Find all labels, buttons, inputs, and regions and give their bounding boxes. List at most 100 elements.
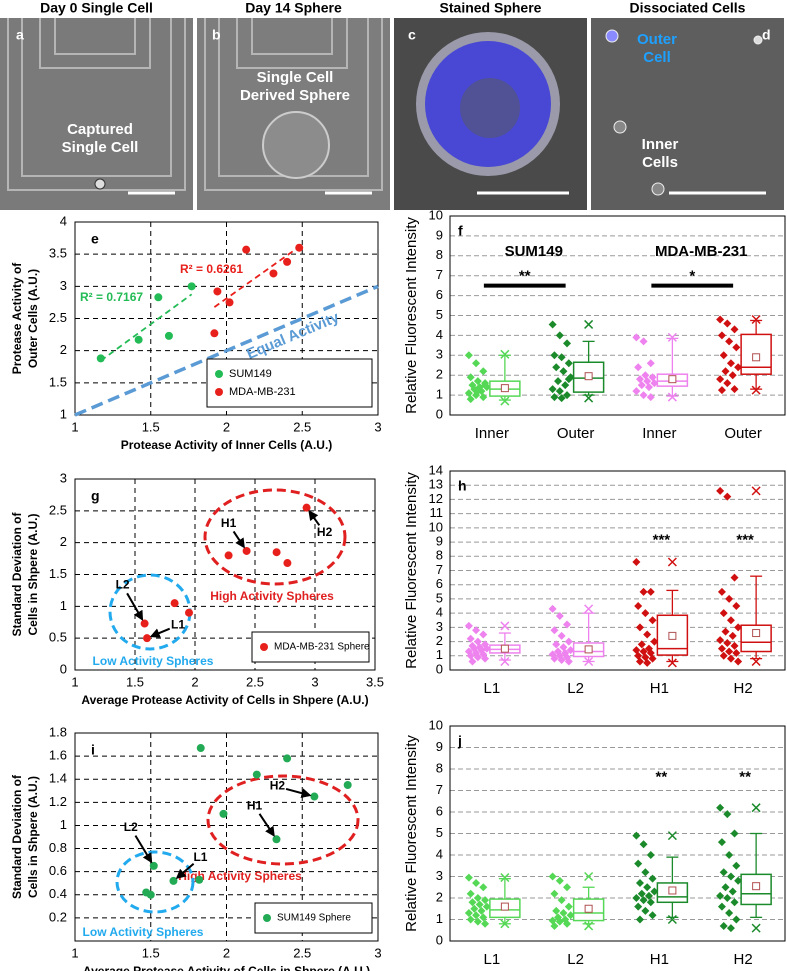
data-point bbox=[143, 634, 151, 643]
x-tick-label: Inner bbox=[642, 425, 676, 442]
outlier bbox=[500, 349, 510, 359]
x-tick-label: 2 bbox=[223, 419, 230, 434]
significance-label: *** bbox=[736, 532, 754, 549]
data-point bbox=[564, 359, 573, 368]
mean-marker bbox=[752, 353, 761, 362]
r-squared-label: R² = 0.6261 bbox=[180, 262, 243, 276]
data-point bbox=[550, 626, 559, 635]
y-tick-label: 1.5 bbox=[49, 566, 67, 581]
data-point bbox=[641, 371, 650, 380]
data-point bbox=[295, 243, 304, 252]
y-tick-label: 7 bbox=[436, 267, 443, 282]
data-point bbox=[641, 868, 650, 877]
label-arrow bbox=[285, 787, 312, 798]
data-point bbox=[719, 868, 728, 877]
y-tick-label: 8 bbox=[436, 548, 443, 563]
x-tick-label: Outer bbox=[724, 425, 762, 442]
data-point bbox=[561, 381, 570, 390]
data-point bbox=[96, 354, 105, 363]
data-point bbox=[716, 803, 725, 812]
data-point bbox=[134, 335, 143, 344]
mean-marker bbox=[752, 882, 761, 891]
data-point bbox=[482, 902, 491, 911]
data-point bbox=[552, 363, 561, 372]
panel-letter: f bbox=[458, 223, 463, 239]
data-point bbox=[648, 373, 657, 382]
outlier bbox=[667, 658, 677, 668]
data-point bbox=[555, 387, 564, 396]
x-axis-label: Protease Activity of Inner Cells (A.U.) bbox=[121, 438, 333, 452]
data-point bbox=[648, 911, 657, 920]
data-point bbox=[185, 608, 193, 617]
data-point bbox=[466, 634, 475, 643]
outlier bbox=[584, 393, 594, 403]
data-point bbox=[639, 896, 648, 905]
legend-marker bbox=[263, 914, 271, 922]
data-point bbox=[564, 375, 573, 384]
label-arrow bbox=[126, 592, 144, 621]
cell bbox=[613, 120, 627, 134]
data-point bbox=[473, 387, 482, 396]
data-point bbox=[563, 883, 572, 892]
data-point bbox=[637, 889, 646, 898]
y-tick-label: 0 bbox=[436, 932, 443, 947]
data-point bbox=[343, 781, 352, 789]
data-point bbox=[154, 293, 163, 302]
data-point bbox=[644, 891, 653, 900]
y-tick-label: 9 bbox=[436, 739, 443, 754]
data-point bbox=[716, 315, 725, 324]
point-label: L2 bbox=[124, 820, 138, 834]
data-point bbox=[635, 375, 644, 384]
legend-marker bbox=[215, 388, 223, 396]
data-point bbox=[732, 861, 741, 870]
data-point bbox=[723, 492, 732, 501]
x-tick-label: H1 bbox=[650, 680, 669, 697]
outlier bbox=[584, 604, 594, 614]
data-point bbox=[481, 896, 490, 905]
x-tick-label: H2 bbox=[734, 951, 753, 968]
data-point bbox=[479, 367, 488, 376]
data-point bbox=[283, 559, 292, 568]
label-arrow bbox=[175, 862, 195, 879]
label-arrow bbox=[232, 530, 245, 549]
mean-marker bbox=[584, 904, 593, 913]
data-point bbox=[717, 644, 726, 653]
outlier bbox=[584, 921, 594, 931]
y-tick-label: 10 bbox=[429, 717, 443, 732]
r-squared-label: R² = 0.7167 bbox=[80, 290, 143, 304]
x-tick-label: 3 bbox=[311, 674, 318, 689]
panel-letter: i bbox=[91, 742, 95, 758]
y-tick-label: 3 bbox=[60, 278, 67, 293]
data-point bbox=[466, 395, 475, 404]
x-tick-label: Outer bbox=[557, 425, 595, 442]
legend-label: SUM149 Sphere bbox=[277, 913, 351, 924]
region-label: High Activity Spheres bbox=[178, 869, 302, 883]
data-point bbox=[466, 889, 475, 898]
micrograph bbox=[0, 18, 193, 210]
data-point bbox=[648, 616, 657, 625]
data-point bbox=[559, 367, 568, 376]
y-tick-label: 1.4 bbox=[49, 771, 67, 786]
data-point bbox=[550, 654, 559, 663]
outlier bbox=[584, 319, 594, 329]
y-tick-label: 10 bbox=[429, 207, 443, 222]
y-tick-label: 1 bbox=[60, 817, 67, 832]
data-point bbox=[213, 287, 222, 296]
y-axis-label: Outer Cells (A.U.) bbox=[26, 269, 40, 368]
data-point bbox=[481, 654, 490, 663]
y-axis-label: Relative Fluorescent Intensity bbox=[403, 472, 420, 669]
outlier bbox=[667, 557, 677, 567]
data-point bbox=[723, 319, 732, 328]
data-point bbox=[646, 587, 655, 596]
data-point bbox=[721, 627, 730, 636]
y-tick-label: 5 bbox=[436, 825, 443, 840]
data-point bbox=[716, 891, 725, 900]
data-point bbox=[634, 859, 643, 868]
panel-letter: e bbox=[91, 231, 99, 247]
data-point bbox=[732, 648, 741, 657]
data-point bbox=[473, 894, 482, 902]
data-point bbox=[464, 873, 473, 882]
data-point bbox=[548, 604, 557, 613]
data-point bbox=[723, 894, 732, 902]
